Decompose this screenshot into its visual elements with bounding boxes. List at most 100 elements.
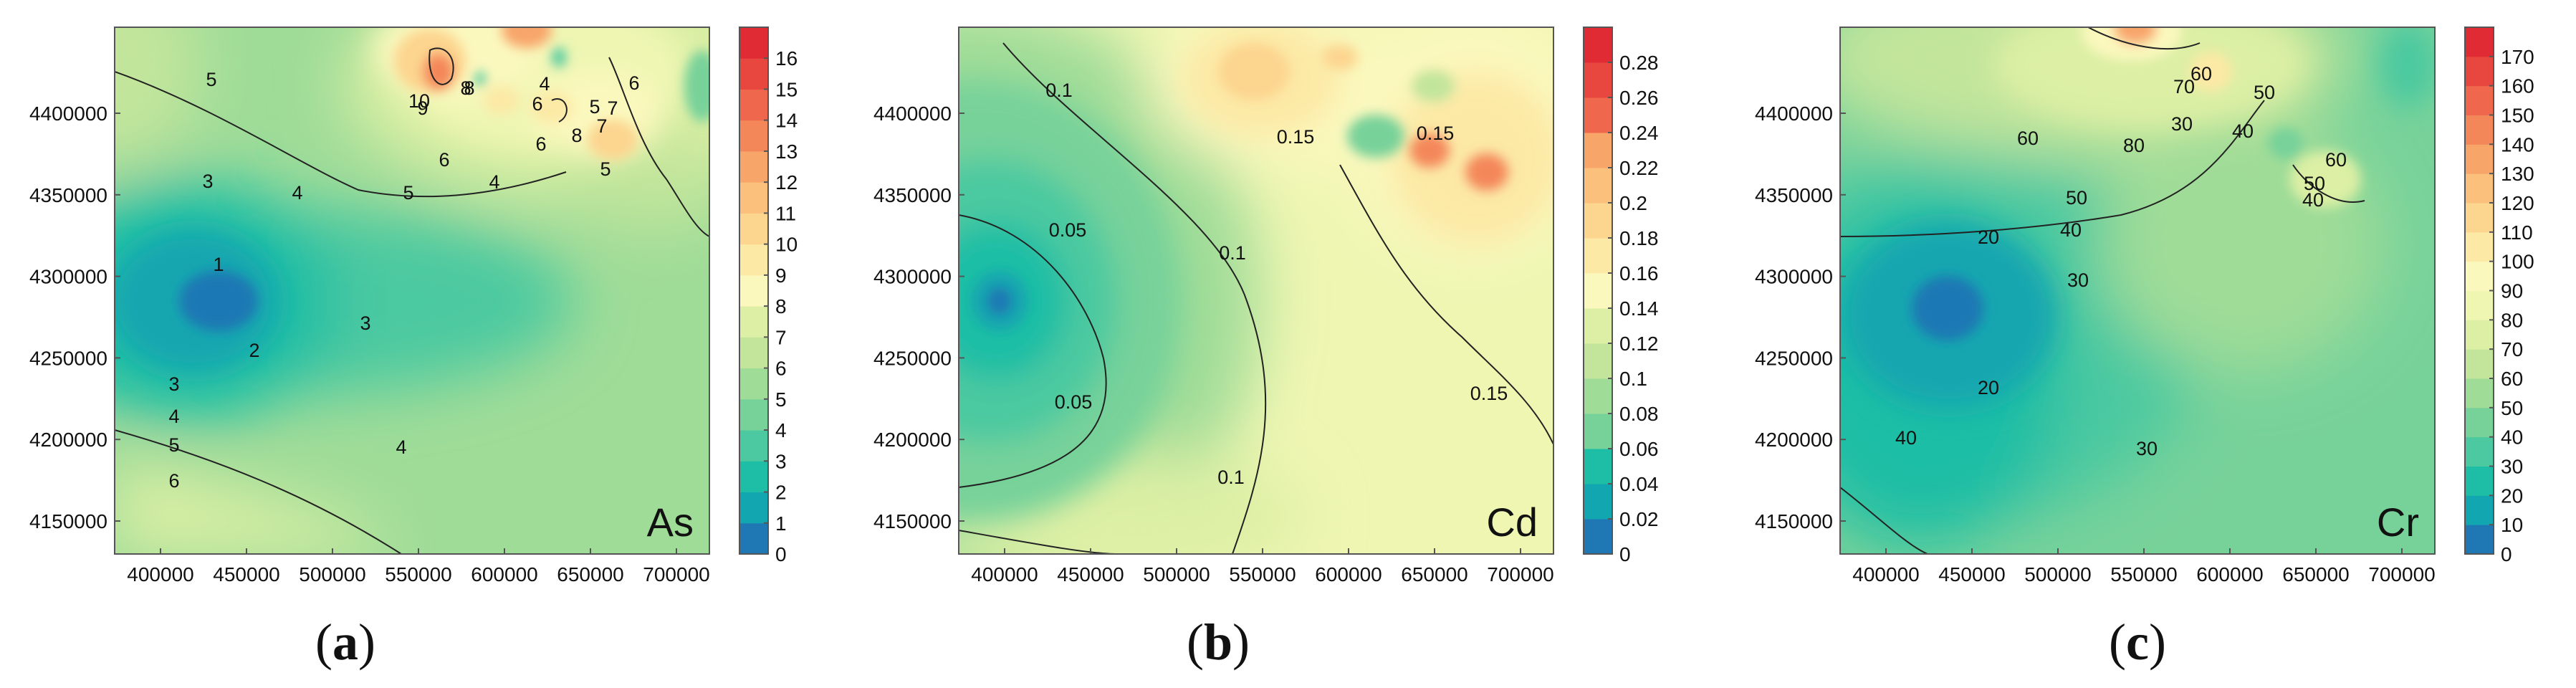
caption-letter-a: a [332,613,358,671]
x-tick-label: 700000 [2368,563,2435,586]
colorbar-segment [739,182,768,214]
contour-label: 3 [168,373,179,395]
y-tick-label: 4400000 [29,102,107,125]
colorbar-tick-label: 7 [775,326,787,348]
y-tick-label: 4400000 [873,102,952,125]
contour-label: 6 [628,72,639,94]
x-tick-label: 650000 [1401,563,1467,586]
x-axis-ticks-cr: 400000 450000 500000 550000 600000 650000 7000… [1852,548,2436,586]
colorbar-segment [1584,97,1612,133]
colorbar-tick-label: 4 [775,419,787,441]
colorbar-tick-label: 50 [2501,397,2523,419]
colorbar-tick-label: 130 [2501,163,2534,185]
contour-label: 5 [600,158,611,180]
x-tick-label: 400000 [127,563,193,586]
colorbar-tick-label: 2 [775,482,787,504]
contour-label: 40 [2060,219,2082,241]
contour-label: 0.15 [1470,383,1508,404]
colorbar-segment [1584,273,1612,309]
contour-label: 8 [571,125,582,146]
element-label-cr: Cr [2377,500,2419,545]
y-axis-ticks-cr: 4150000 4200000 4250000 4300000 4350000 44000… [1755,102,1846,532]
colorbar-segment [2465,466,2494,496]
colorbar-segment [739,274,768,307]
y-tick-label: 4250000 [1755,347,1833,369]
contour-label: 1 [213,254,224,275]
x-tick-label: 650000 [2282,563,2349,586]
colorbar-tick-label: 40 [2501,426,2523,449]
contour-label: 40 [2302,189,2324,211]
colorbar-segment [739,58,768,90]
contour-label: 6 [532,93,542,115]
colorbar-segment [1584,484,1612,520]
y-tick-label: 4250000 [29,347,107,369]
colorbar-segment [2465,231,2494,262]
contour-label: 30 [2171,113,2193,135]
y-axis-ticks-cd: 4150000 4200000 4250000 4300000 4350000 44000… [873,102,964,532]
contour-label: 5 [589,96,600,118]
colorbar-frame [739,27,769,555]
colorbar-segment [2465,495,2494,525]
contour-label: 0.05 [1055,391,1093,413]
colorbar-tick-label: 0.28 [1619,52,1659,74]
colorbar-segment [2465,436,2494,467]
colorbar-segment [739,27,768,59]
panel-as: 400000 450000 500000 550000 600000 650000 7000… [29,27,798,671]
colorbar-segment [739,368,768,400]
contour-label: 4 [168,406,179,427]
colorbar-segment [1584,133,1612,168]
colorbar-segment [1584,343,1612,379]
colorbar-segment [739,120,768,152]
colorbar-segment [739,337,768,369]
contour-label: 50 [2254,82,2275,103]
colorbar-tick-label: 150 [2501,105,2534,127]
x-tick-label: 550000 [1229,563,1296,586]
y-tick-label: 4200000 [873,429,952,451]
contour-label: 7 [596,115,607,137]
contour-label: 3 [360,312,370,334]
contour-label: 50 [2066,187,2087,209]
colorbar-tick-label: 0.16 [1619,262,1659,285]
x-tick-label: 700000 [1487,563,1553,586]
x-tick-label: 500000 [2024,563,2091,586]
map-field-as [115,27,709,554]
x-tick-label: 600000 [471,563,537,586]
map-field-cd [959,27,1553,554]
y-tick-label: 4400000 [1755,102,1833,125]
colorbar-tick-label: 0.26 [1619,87,1659,109]
colorbar-tick-label: 10 [775,234,798,256]
colorbar-segment [2465,349,2494,379]
colorbar-segment [2465,173,2494,204]
contour-label: 60 [2325,149,2347,171]
y-tick-label: 4350000 [1755,184,1833,206]
y-tick-label: 4150000 [29,510,107,532]
colorbar-tick-label: 0.18 [1619,227,1659,249]
contour-label: 20 [1978,226,1999,248]
colorbar-tick-label: 0.12 [1619,333,1659,355]
x-tick-label: 550000 [385,563,451,586]
y-axis-ticks-as: 4150000 4200000 4250000 4300000 4350000 44000… [29,102,120,532]
x-tick-label: 600000 [2196,563,2263,586]
colorbar-segment [739,244,768,276]
colorbar-tick-label: 80 [2501,309,2523,331]
colorbar-tick-label: 3 [775,450,787,472]
contour-label: 20 [1978,377,1999,398]
colorbar-frame [1583,27,1613,555]
y-tick-label: 4200000 [29,429,107,451]
colorbar-tick-label: 0.08 [1619,403,1659,425]
y-tick-label: 4350000 [873,184,952,206]
contour-label: 60 [2190,63,2212,85]
caption-a: (a) [315,613,375,671]
colorbar-tick-label: 0 [2501,543,2512,565]
colorbar-cd [1583,27,1613,555]
panel-cd: 400000 450000 500000 550000 600000 650000 7000… [873,27,1659,671]
y-tick-label: 4300000 [29,266,107,288]
colorbar-segment [739,492,768,524]
colorbar-tick-label: 11 [775,202,796,224]
colorbar-tick-label: 0.22 [1619,157,1659,179]
contour-label: 40 [1895,427,1917,449]
y-tick-label: 4300000 [1755,266,1833,288]
colorbar-tick-label: 30 [2501,456,2523,478]
colorbar-tick-label: 0.02 [1619,508,1659,530]
